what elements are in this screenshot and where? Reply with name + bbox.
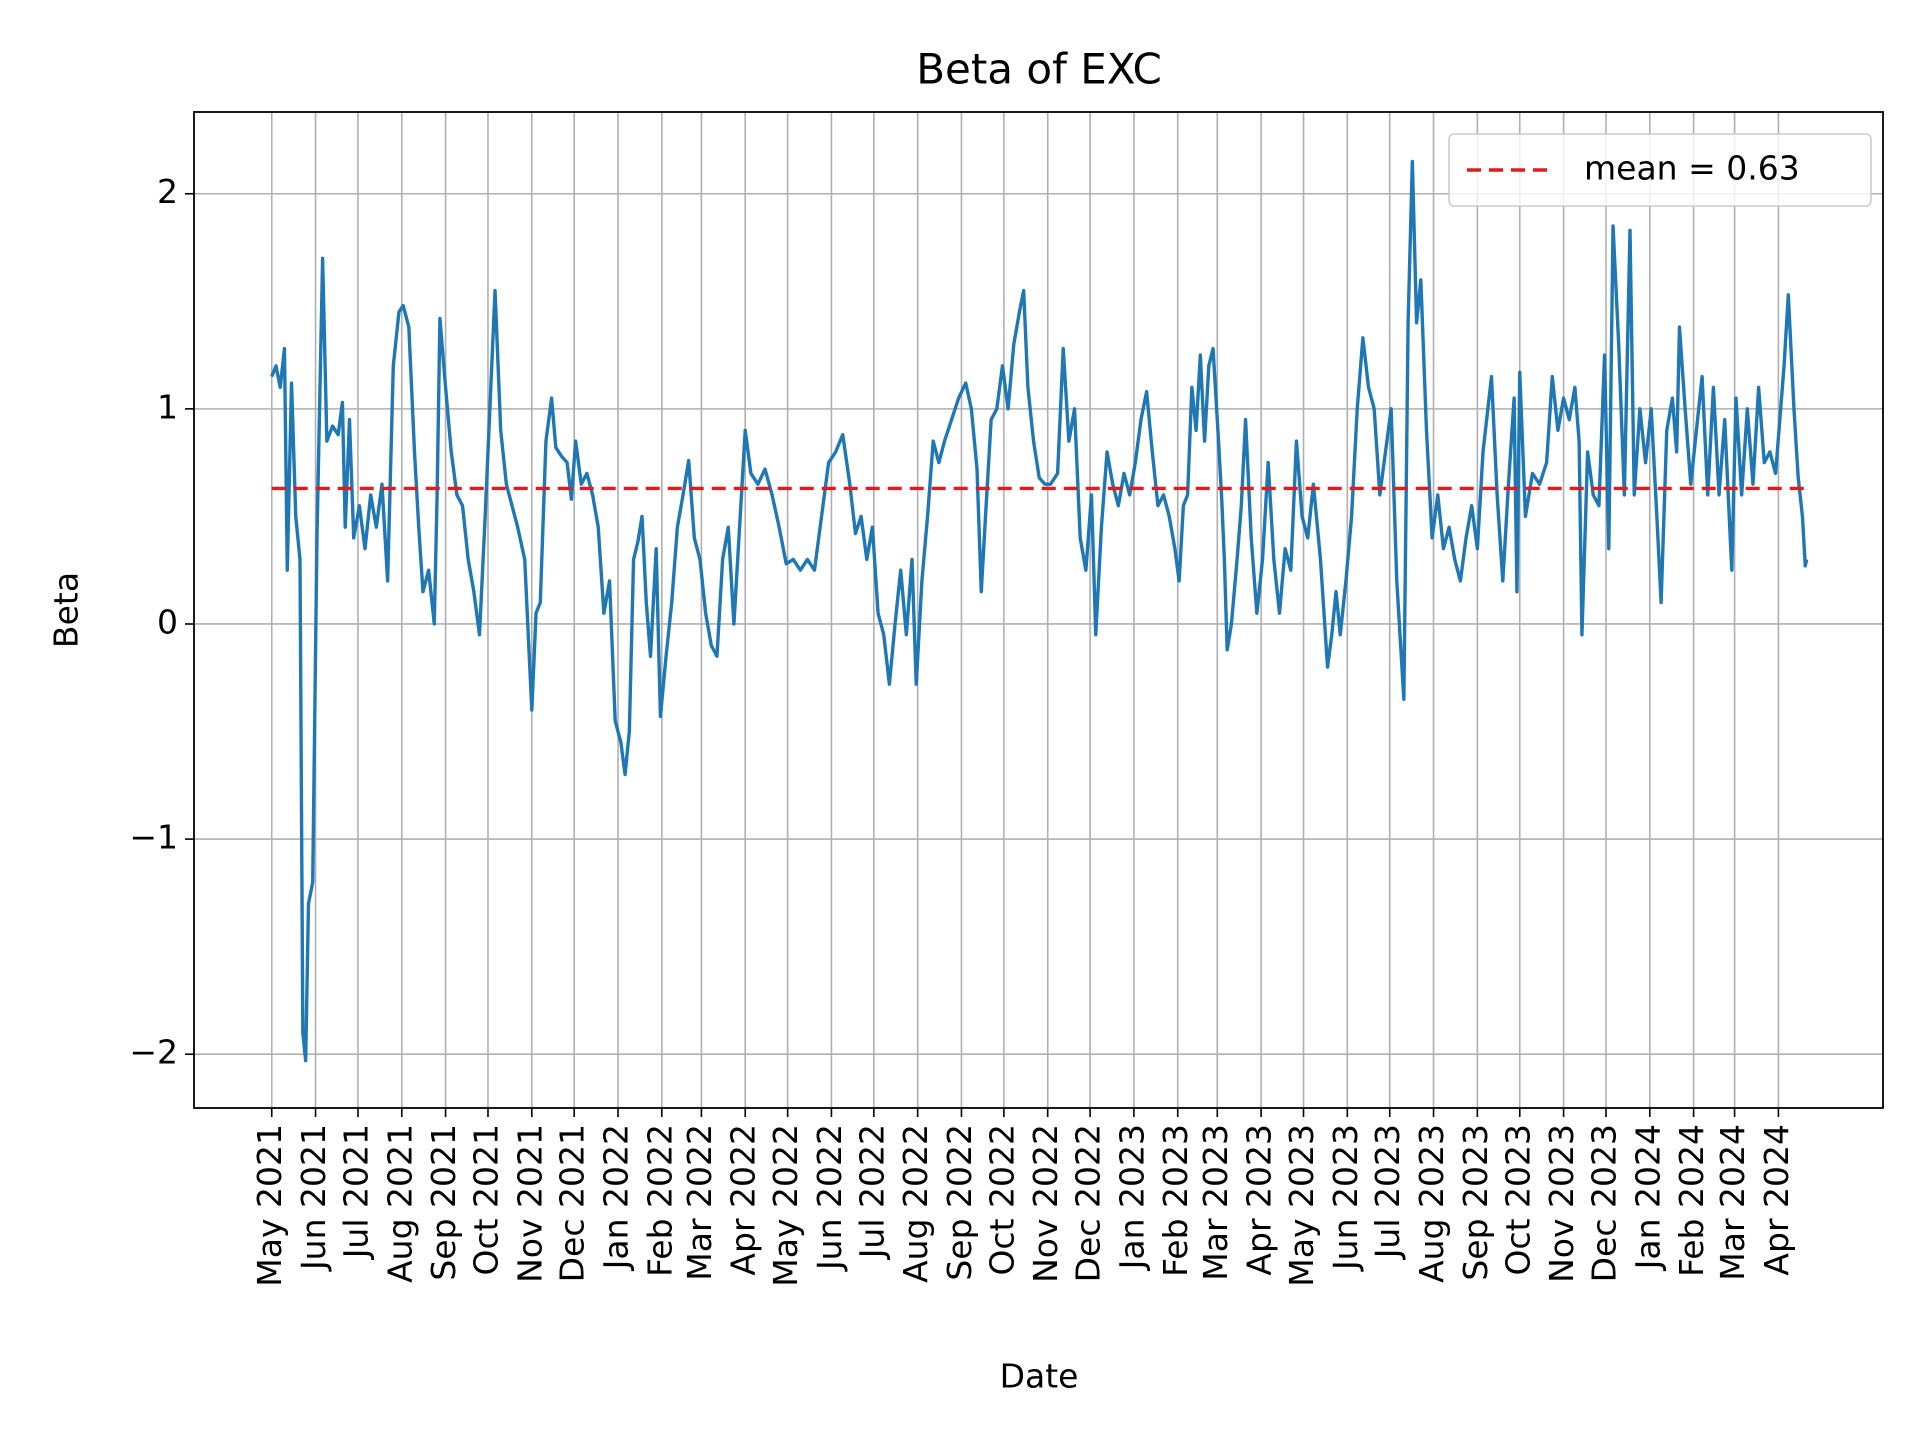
x-tick-label: May 2021 bbox=[250, 1124, 289, 1287]
x-tick-label: Sep 2021 bbox=[424, 1124, 463, 1281]
x-tick-label: Nov 2022 bbox=[1026, 1124, 1065, 1283]
y-tick-label: −1 bbox=[129, 818, 178, 857]
x-tick-label: Jul 2021 bbox=[336, 1124, 375, 1260]
x-tick-label: Jan 2022 bbox=[597, 1124, 636, 1271]
x-tick-label: Feb 2023 bbox=[1156, 1124, 1195, 1277]
x-tick-label: Apr 2024 bbox=[1757, 1124, 1796, 1276]
x-tick-label: Mar 2023 bbox=[1196, 1124, 1235, 1281]
x-tick-label: Nov 2023 bbox=[1542, 1124, 1581, 1283]
x-tick-label: Nov 2021 bbox=[510, 1124, 549, 1283]
x-tick-label: Dec 2022 bbox=[1069, 1124, 1108, 1282]
x-tick-label: Jan 2024 bbox=[1628, 1124, 1667, 1271]
x-tick-label: Dec 2021 bbox=[553, 1124, 592, 1282]
chart-title: Beta of EXC bbox=[916, 45, 1162, 94]
x-tick-label: Apr 2022 bbox=[724, 1124, 763, 1276]
x-tick-label: Aug 2022 bbox=[896, 1124, 935, 1283]
x-tick-label: Sep 2022 bbox=[940, 1124, 979, 1281]
x-tick-label: Mar 2022 bbox=[680, 1124, 719, 1281]
x-tick-label: Jan 2023 bbox=[1112, 1124, 1151, 1271]
x-tick-label: Apr 2023 bbox=[1240, 1124, 1279, 1276]
y-tick-label: 0 bbox=[157, 602, 178, 641]
x-tick-label: Aug 2023 bbox=[1412, 1124, 1451, 1283]
legend-label: mean = 0.63 bbox=[1584, 149, 1800, 188]
legend-box bbox=[1448, 133, 1872, 207]
x-tick-label: Sep 2023 bbox=[1456, 1124, 1495, 1281]
x-tick-label: May 2023 bbox=[1282, 1124, 1321, 1287]
x-tick-label: Jun 2022 bbox=[810, 1124, 849, 1272]
plot-frame bbox=[193, 111, 1884, 1109]
x-tick-label: Feb 2024 bbox=[1672, 1124, 1711, 1277]
x-axis-label: Date bbox=[1000, 1357, 1079, 1396]
x-tick-label: Dec 2023 bbox=[1584, 1124, 1623, 1282]
x-tick-label: Feb 2022 bbox=[640, 1124, 679, 1277]
y-axis-label: Beta bbox=[47, 572, 86, 648]
x-tick-label: Mar 2024 bbox=[1713, 1124, 1752, 1281]
x-tick-label: Oct 2023 bbox=[1498, 1124, 1537, 1276]
x-tick-label: Jun 2021 bbox=[294, 1124, 333, 1272]
data-line bbox=[270, 159, 1809, 1063]
x-tick-label: Jun 2023 bbox=[1326, 1124, 1365, 1272]
x-tick-label: Oct 2021 bbox=[466, 1124, 505, 1276]
x-tick-label: Oct 2022 bbox=[982, 1124, 1021, 1276]
x-tick-label: Jul 2022 bbox=[852, 1124, 891, 1260]
y-tick-label: −2 bbox=[129, 1033, 178, 1072]
y-tick-label: 2 bbox=[157, 172, 178, 211]
x-tick-label: Jul 2023 bbox=[1368, 1124, 1407, 1260]
y-tick-label: 1 bbox=[157, 387, 178, 426]
x-tick-label: Aug 2021 bbox=[380, 1124, 419, 1283]
x-tick-label: May 2022 bbox=[766, 1124, 805, 1287]
